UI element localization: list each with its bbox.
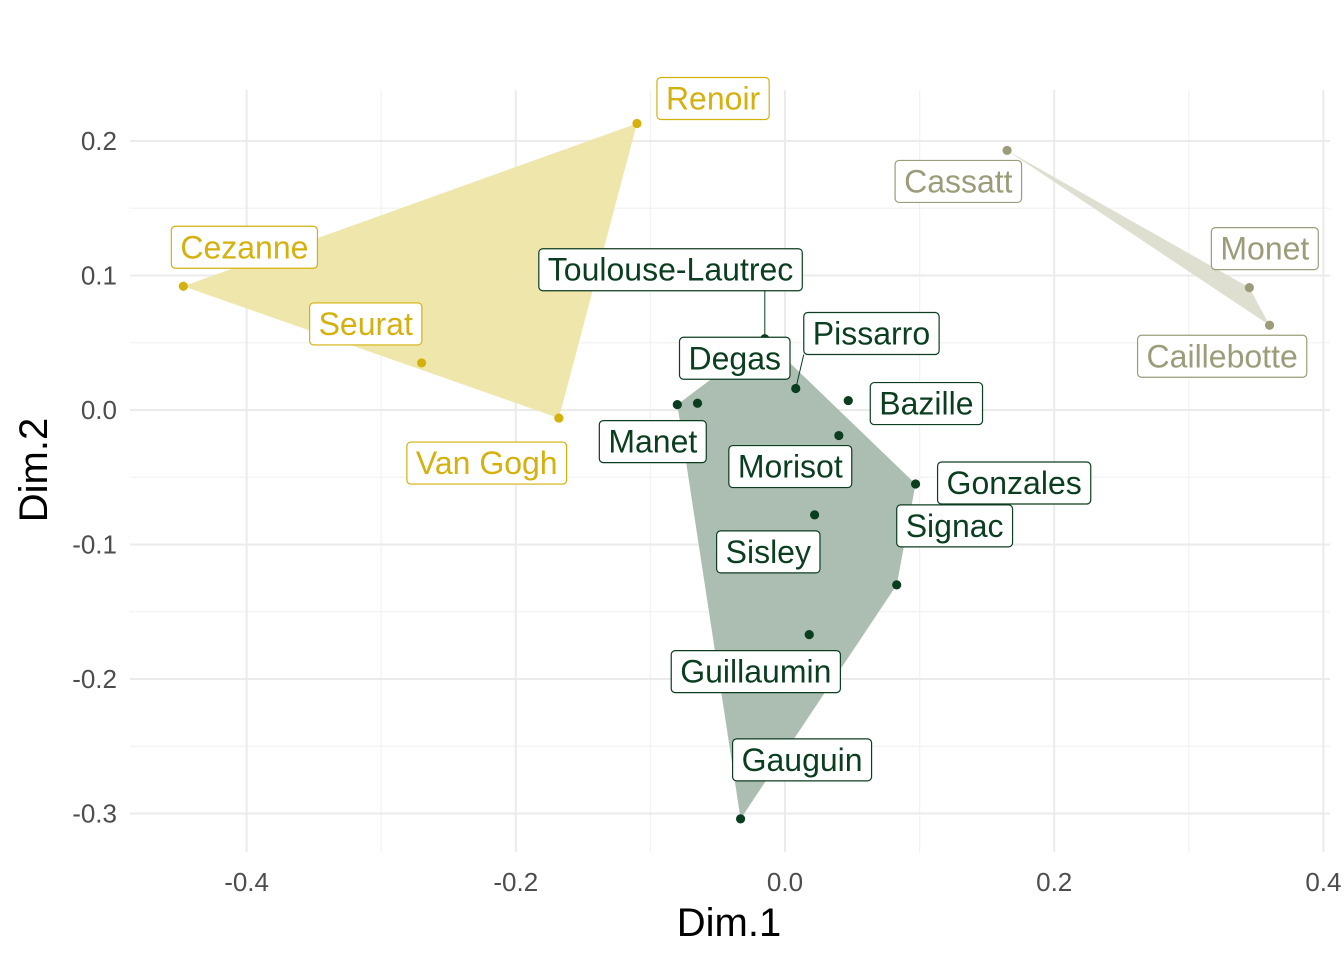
point-label: Pissarro [803,311,940,356]
x-tick-label: -0.2 [493,867,538,897]
x-tick-label: 0.4 [1305,867,1341,897]
data-point [554,413,564,423]
point-label-text: Morisot [738,449,843,485]
data-point [735,814,746,824]
point-label-text: Pissarro [813,315,930,351]
point-label-box [1210,227,1319,271]
point-label-box [936,461,1092,505]
point-label-box [538,248,803,292]
data-point [791,383,801,394]
data-point [416,358,427,368]
point-label-box [894,159,1023,204]
point-label: Renoir [656,76,770,121]
cluster-hulls [183,123,1270,819]
point-label-box [598,420,707,464]
data-point [910,479,921,489]
point-label-text: Gauguin [742,742,863,778]
point-label-box [308,302,423,346]
point-label: Gauguin [731,738,873,782]
point-label-text: Cassatt [904,163,1013,199]
point-label: Seurat [308,302,423,346]
point-label-text: Signac [906,508,1004,544]
point-label: Signac [896,504,1014,548]
point-label-box [656,76,770,121]
point-label-box [896,504,1014,548]
point-label: Manet [598,420,707,464]
point-label-text: Manet [608,424,697,460]
y-axis-title: Dim.2 [12,418,56,522]
point-label: Van Gogh [406,441,568,485]
data-point [1244,283,1254,293]
point-label-text: Guillaumin [680,654,831,690]
point-label-text: Caillebotte [1147,338,1298,374]
y-tick-label: -0.3 [72,799,117,829]
data-point [892,580,902,590]
data-point [810,510,820,520]
point-label: Guillaumin [670,650,841,694]
x-axis-title: Dim.1 [677,901,781,945]
point-label-box [728,444,853,489]
point-label-box [170,225,319,269]
label-leader-lines [764,290,805,389]
point-label-text: Bazille [879,386,973,422]
data-point [834,430,844,441]
point-label-box [869,381,984,426]
data-point [692,398,703,408]
point-label-text: Van Gogh [416,445,558,481]
y-tick-label: 0.2 [81,126,117,156]
point-label-text: Seurat [319,306,413,342]
cluster-hull [1007,150,1270,326]
data-point [1264,320,1275,330]
data-point [804,630,814,640]
point-label-text: Gonzales [947,465,1082,501]
y-tick-label: -0.1 [72,530,117,560]
x-tick-label: -0.4 [224,867,269,897]
point-label: Morisot [728,444,853,489]
point-label: Toulouse-Lautrec [538,248,803,292]
cluster-hull [183,123,637,419]
point-label-text: Cezanne [180,229,308,265]
x-tick-label: 0.2 [1036,867,1072,897]
point-label-text: Monet [1220,231,1309,267]
data-point [1002,145,1012,156]
y-tick-label: 0.1 [81,261,117,291]
point-labels: Renoir Cezanne Seurat Van Gogh Cassatt Monet C… [170,76,1319,782]
x-tick-label: 0.0 [767,867,803,897]
point-label-box [803,311,940,356]
point-label: Bazille [869,381,984,426]
point-label: Caillebotte [1136,334,1308,378]
point-label-text: Renoir [666,81,761,117]
point-label-text: Sisley [726,534,811,570]
label-leader-line [795,354,805,389]
data-point [178,281,188,291]
point-label-box [406,441,568,485]
point-label-text: Degas [689,340,782,376]
point-label: Gonzales [936,461,1092,505]
y-tick-label: -0.2 [72,664,117,694]
point-label: Degas [678,336,791,380]
y-tick-label: 0.0 [81,395,117,425]
data-point [672,400,682,410]
point-label-box [716,530,821,574]
point-label-box [1136,334,1308,378]
point-label: Monet [1210,227,1319,271]
point-label: Cassatt [894,159,1023,204]
point-label-box [670,650,841,694]
point-label: Sisley [716,530,821,574]
data-point [843,395,853,406]
point-label-text: Toulouse-Lautrec [548,252,793,288]
point-label-box [678,336,791,380]
axis-ticks: -0.4 -0.2 0.0 0.2 0.4 -0.3 -0.2 -0.1 0.0 0.1 0.2 [72,126,1341,897]
data-point [632,118,642,129]
point-label: Cezanne [170,225,319,269]
point-label-box [731,738,873,782]
